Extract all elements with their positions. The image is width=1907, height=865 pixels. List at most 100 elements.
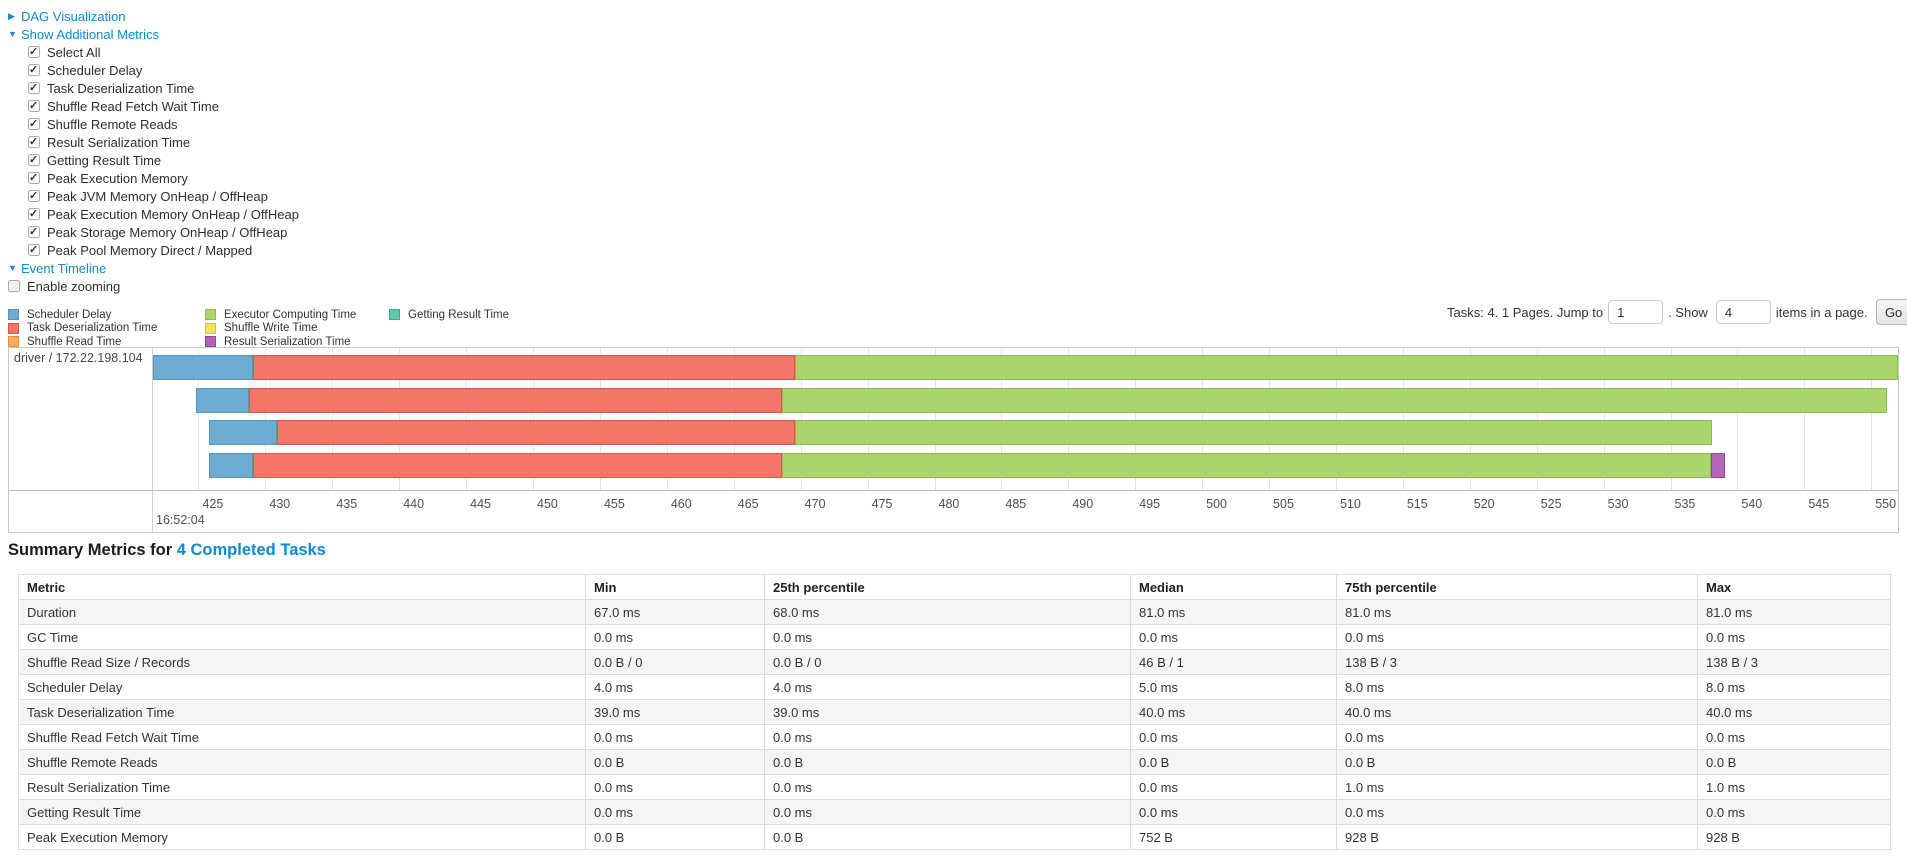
dag-visualization-link[interactable]: DAG Visualization [21,8,126,24]
peak-jvm-memory-onheap-offheap-checkbox-label: Peak JVM Memory OnHeap / OffHeap [47,188,268,204]
legend-label: Shuffle Read Time [27,335,122,348]
metric-value-cell: 0.0 ms [1130,774,1337,800]
metric-value-cell: 1.0 ms [1336,774,1698,800]
metric-value-cell: 0.0 B [1697,749,1891,775]
gridline-510 [1335,348,1337,490]
timeline-task-1-bar[interactable] [153,387,1898,413]
metric-value-cell: 68.0 ms [764,599,1131,625]
peak-storage-memory-onheap-offheap-checkbox[interactable] [28,225,40,238]
metric-name-cell: Result Serialization Time [18,774,586,800]
time-axis: 425 430 435 440 445 450 455 460 465 470 475 480 485 4… [153,491,1898,532]
gridline-455 [599,348,601,490]
completed-tasks-link[interactable]: 4 Completed Tasks [176,541,326,559]
peak-execution-memory-checkbox[interactable] [28,171,40,184]
legend-label: Scheduler Delay [27,308,112,321]
show-additional-metrics-link[interactable]: Show Additional Metrics [21,26,160,42]
tick-label-500: 500 [1206,497,1227,511]
select-all-checkbox[interactable] [28,45,40,58]
metric-row-getting-result-time: Getting Result Time 0.0 ms 0.0 ms 0.0 ms 0.0… [18,799,1891,825]
metric-row-result-serialization-time: Result Serialization Time 0.0 ms 0.0 ms 0.0… [18,774,1891,800]
metric-value-cell: 0.0 ms [1697,624,1891,650]
metric-row-shuffle-remote-reads: Shuffle Remote Reads 0.0 B 0.0 B 0.0 B 0.0 B… [18,749,1891,775]
legend-label: Shuffle Write Time [224,322,318,335]
header-25th-percentile: 25th percentile [764,574,1131,600]
metric-row-scheduler-delay: Scheduler Delay 4.0 ms 4.0 ms 5.0 ms 8.0 ms 8… [18,674,1891,700]
getting-result-time-checkbox[interactable] [28,153,40,166]
gridline-470 [800,348,802,490]
scheduler-delay-checkbox[interactable] [28,63,40,76]
metric-value-cell: 81.0 ms [1336,599,1698,625]
shuffle-read-fetch-wait-time-checkbox[interactable] [28,99,40,112]
legend-label: Getting Result Time [408,308,509,321]
peak-jvm-memory-onheap-offheap-checkbox[interactable] [28,189,40,202]
legend-column-0: Scheduler Delay Task Deserialization Time… [8,308,157,349]
jump-to-page-input[interactable] [1608,300,1664,324]
toggle-row-event-timeline: ▼ Event Timeline [8,259,299,277]
tick-label-455: 455 [603,497,625,511]
gridline-445 [466,348,468,490]
metric-value-cell: 0.0 B [585,749,765,775]
go-button[interactable]: Go [1875,299,1907,325]
shuffle-read-fetch-wait-time-checkbox-label: Shuffle Read Fetch Wait Time [47,98,219,114]
scheduler-delay-swatch-icon [8,309,19,321]
metric-value-cell: 0.0 ms [1697,724,1891,750]
checkbox-row-scheduler-delay: Scheduler Delay [8,61,299,79]
tick-label-450: 450 [537,497,558,511]
event-timeline-link[interactable]: Event Timeline [21,260,107,276]
gridline-480 [934,348,936,490]
metric-value-cell: 0.0 ms [764,774,1131,800]
header-max: Max [1697,574,1891,600]
peak-storage-memory-onheap-offheap-checkbox-label: Peak Storage Memory OnHeap / OffHeap [47,224,288,240]
metric-value-cell: 0.0 ms [764,724,1131,750]
shuffle-write-time-swatch-icon [205,322,216,334]
task-2-executor_computing-segment [795,420,1712,445]
metric-value-cell: 138 B / 3 [1697,649,1891,675]
result-serialization-time-checkbox-label: Result Serialization Time [47,134,191,150]
tick-label-465: 465 [737,497,759,511]
metric-value-cell: 67.0 ms [585,599,765,625]
page-size-input[interactable] [1715,300,1771,324]
shuffle-remote-reads-checkbox[interactable] [28,117,40,130]
timeline-task-0-bar[interactable] [153,355,1898,380]
task-deserialization-time-checkbox[interactable] [28,81,40,94]
metric-value-cell: 39.0 ms [764,699,1131,725]
tick-label-490: 490 [1072,497,1094,511]
task-3-task_deserialization-segment [253,452,782,478]
task-1-executor_computing-segment [781,387,1888,413]
tick-label-525: 525 [1540,497,1562,511]
peak-execution-memory-onheap-offheap-checkbox-label: Peak Execution Memory OnHeap / OffHeap [47,206,299,222]
gridline-525 [1536,348,1538,490]
peak-pool-memory-direct-mapped-checkbox[interactable] [28,243,40,256]
metric-name-cell: Getting Result Time [18,799,586,825]
tick-label-510: 510 [1339,497,1361,511]
metric-value-cell: 0.0 B [585,824,765,850]
gridline-530 [1603,348,1605,490]
metric-value-cell: 5.0 ms [1130,674,1337,700]
result-serialization-time-checkbox[interactable] [28,135,40,148]
metric-value-cell: 0.0 ms [1130,799,1337,825]
shuffle-remote-reads-checkbox-label: Shuffle Remote Reads [47,116,178,132]
legend-label: Executor Computing Time [224,308,357,321]
timeline-task-3-bar[interactable] [153,452,1898,478]
legend-column-1: Executor Computing Time Shuffle Write Tim… [205,308,356,349]
scheduler-delay-checkbox-label: Scheduler Delay [47,62,143,78]
getting-result-time-checkbox-label: Getting Result Time [47,152,162,168]
metric-value-cell: 0.0 ms [585,799,765,825]
caret-right-icon: ▶ [8,10,15,21]
tick-label-515: 515 [1406,497,1428,511]
tick-label-430: 430 [269,497,291,511]
task-3-executor_computing-segment [781,452,1711,478]
metric-value-cell: 138 B / 3 [1336,649,1698,675]
task-0-task_deserialization-segment [253,355,796,380]
tick-label-435: 435 [336,497,358,511]
checkbox-row-peak-execution-memory: Peak Execution Memory [8,169,299,187]
timeline-task-2-bar[interactable] [153,420,1898,445]
gridline-425 [198,348,200,490]
chart-divider [152,348,153,532]
peak-execution-memory-onheap-offheap-checkbox[interactable] [28,207,40,220]
pagination-mid-text: . Show [1668,304,1708,320]
peak-pool-memory-direct-mapped-checkbox-label: Peak Pool Memory Direct / Mapped [47,242,253,258]
enable-zooming-checkbox[interactable] [8,280,20,292]
metric-value-cell: 40.0 ms [1697,699,1891,725]
task-0-executor_computing-segment [795,355,1898,380]
